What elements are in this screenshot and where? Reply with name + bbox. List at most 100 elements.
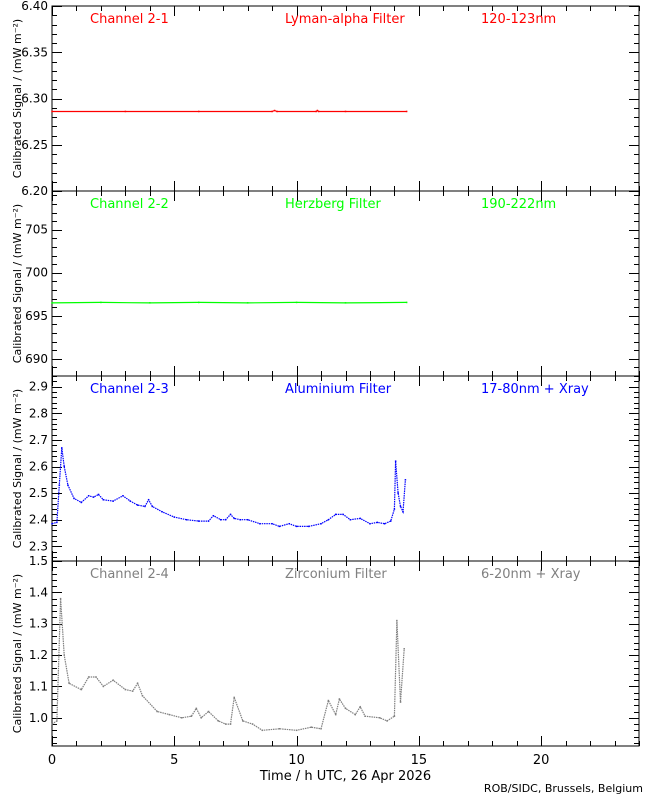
- data-point: [147, 499, 150, 501]
- data-point: [141, 695, 144, 697]
- data-point: [100, 301, 102, 304]
- plot-frame: [51, 560, 640, 747]
- data-point: [95, 676, 97, 678]
- y-axis-label: Calibrated Signal / (mW m⁻²): [11, 574, 24, 733]
- y-tick-label: 6.20: [21, 184, 48, 198]
- x-tick-label: 5: [170, 753, 178, 768]
- y-tick-label: 2.8: [29, 406, 48, 420]
- x-tick-label: 20: [533, 753, 550, 768]
- data-point: [129, 500, 132, 502]
- y-tick-label: 2.5: [29, 486, 48, 500]
- data-point: [399, 505, 402, 508]
- channel-label: Channel 2-1: [90, 12, 169, 27]
- data-point: [397, 492, 399, 494]
- data-point: [180, 717, 183, 719]
- data-point: [198, 110, 200, 113]
- data-point: [334, 513, 337, 516]
- x-tick-label: 10: [288, 753, 305, 768]
- data-point: [97, 493, 100, 496]
- y-tick-label: 6.35: [21, 45, 48, 59]
- data-point: [342, 513, 344, 516]
- data-point: [92, 496, 95, 498]
- data-point: [198, 301, 200, 304]
- data-point: [112, 679, 114, 681]
- data-point: [316, 109, 319, 112]
- y-tick-label: 1.2: [29, 648, 48, 662]
- band-label: 190-222nm: [481, 197, 556, 212]
- y-tick-label: 1.4: [29, 585, 48, 599]
- panel-4: 1.0 1.1 1.2 1.3 1.4 1.5 Calibrated Signal / (m…: [11, 554, 640, 747]
- band-label: 6-20nm + Xray: [481, 567, 581, 582]
- x-tick-label: 0: [48, 753, 56, 768]
- y-tick-label: 705: [25, 223, 48, 237]
- data-point: [310, 726, 313, 728]
- series-line: [51, 301, 407, 304]
- data-point: [229, 723, 232, 725]
- panel-3: 2.3 2.4 2.5 2.6 2.7 2.8 2.9 Calibrated Signal /…: [11, 375, 640, 562]
- y-tick-label: 2.4: [29, 513, 48, 527]
- data-point: [224, 723, 227, 725]
- credit-text: ROB/SIDC, Brussels, Belgium: [484, 782, 643, 795]
- data-point: [349, 518, 352, 521]
- data-point: [56, 720, 58, 722]
- data-point: [393, 715, 396, 717]
- data-point: [173, 516, 176, 518]
- data-point: [396, 619, 398, 622]
- data-point: [338, 698, 341, 700]
- data-point: [402, 511, 404, 513]
- data-point: [68, 682, 70, 685]
- data-point: [51, 302, 53, 304]
- data-point: [354, 713, 357, 716]
- data-point: [344, 110, 347, 113]
- y-tick-label: 1.0: [29, 711, 48, 725]
- data-point: [393, 508, 396, 510]
- data-point: [315, 110, 317, 113]
- data-point: [369, 522, 371, 525]
- data-point: [51, 522, 53, 525]
- data-point: [278, 728, 281, 730]
- y-tick-label: 2.9: [29, 380, 48, 394]
- data-point: [405, 110, 408, 113]
- data-point: [251, 723, 254, 725]
- data-point: [161, 511, 163, 513]
- y-tick-label: 2.3: [29, 539, 48, 553]
- data-point: [131, 690, 134, 692]
- panel-1: 6.20 6.25 6.30 6.35 6.40 Calibrated Signal / …: [11, 0, 640, 198]
- data-point: [295, 301, 298, 304]
- y-tick-label: 6.30: [21, 92, 48, 106]
- data-point: [233, 696, 235, 699]
- data-point: [200, 717, 202, 719]
- data-point: [261, 729, 264, 732]
- y-axis-label: Calibrated Signal / (mW m⁻²): [11, 204, 24, 363]
- data-point: [327, 518, 330, 521]
- data-point: [344, 302, 347, 304]
- data-point: [198, 520, 200, 522]
- y-axis-label: Calibrated Signal / (mW m⁻²): [11, 389, 24, 548]
- series-line: [51, 598, 405, 731]
- y-tick-label: 6.25: [21, 138, 48, 152]
- data-point: [59, 597, 62, 600]
- data-point: [144, 505, 146, 508]
- data-point: [124, 688, 127, 691]
- data-point: [136, 504, 139, 506]
- data-point: [246, 518, 249, 521]
- data-point: [320, 728, 322, 730]
- x-axis-label: Time / h UTC, 26 Apr 2026: [259, 769, 431, 784]
- data-point: [124, 110, 127, 113]
- data-point: [378, 717, 381, 719]
- data-point: [405, 301, 408, 304]
- filter-label: Herzberg Filter: [285, 197, 382, 212]
- y-tick-label: 2.6: [29, 460, 48, 474]
- band-label: 17-80nm + Xray: [481, 382, 589, 397]
- data-point: [224, 518, 227, 521]
- data-point: [51, 110, 53, 113]
- data-point: [288, 522, 290, 525]
- plot-frame: [51, 375, 640, 562]
- data-point: [56, 521, 58, 524]
- data-point: [344, 707, 347, 710]
- data-point: [112, 500, 114, 502]
- data-point: [61, 447, 63, 449]
- data-point: [63, 654, 65, 656]
- data-point: [168, 713, 171, 716]
